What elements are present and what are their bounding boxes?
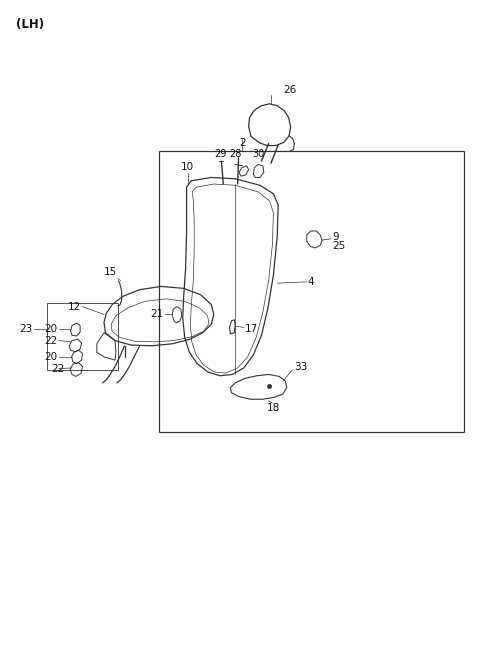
- Text: 28: 28: [229, 149, 241, 159]
- Bar: [159, 151, 464, 432]
- Text: 22: 22: [45, 335, 58, 346]
- Text: 15: 15: [104, 267, 117, 276]
- Text: 26: 26: [284, 85, 297, 96]
- Text: 20: 20: [45, 352, 58, 362]
- Bar: [47, 303, 118, 370]
- Text: (LH): (LH): [16, 18, 44, 31]
- Text: 22: 22: [51, 364, 65, 373]
- Text: 21: 21: [150, 309, 164, 320]
- Text: 4: 4: [308, 277, 314, 287]
- Text: 30: 30: [252, 149, 264, 159]
- Text: 23: 23: [19, 324, 33, 334]
- Text: 20: 20: [45, 324, 58, 334]
- Text: 12: 12: [68, 302, 82, 312]
- Text: 9: 9: [332, 233, 339, 242]
- Text: 25: 25: [332, 241, 345, 251]
- Text: 17: 17: [245, 324, 258, 334]
- Text: 29: 29: [215, 149, 227, 159]
- Text: 33: 33: [294, 362, 307, 371]
- Text: 2: 2: [239, 138, 246, 148]
- Text: 18: 18: [267, 403, 280, 413]
- Text: 10: 10: [181, 162, 194, 172]
